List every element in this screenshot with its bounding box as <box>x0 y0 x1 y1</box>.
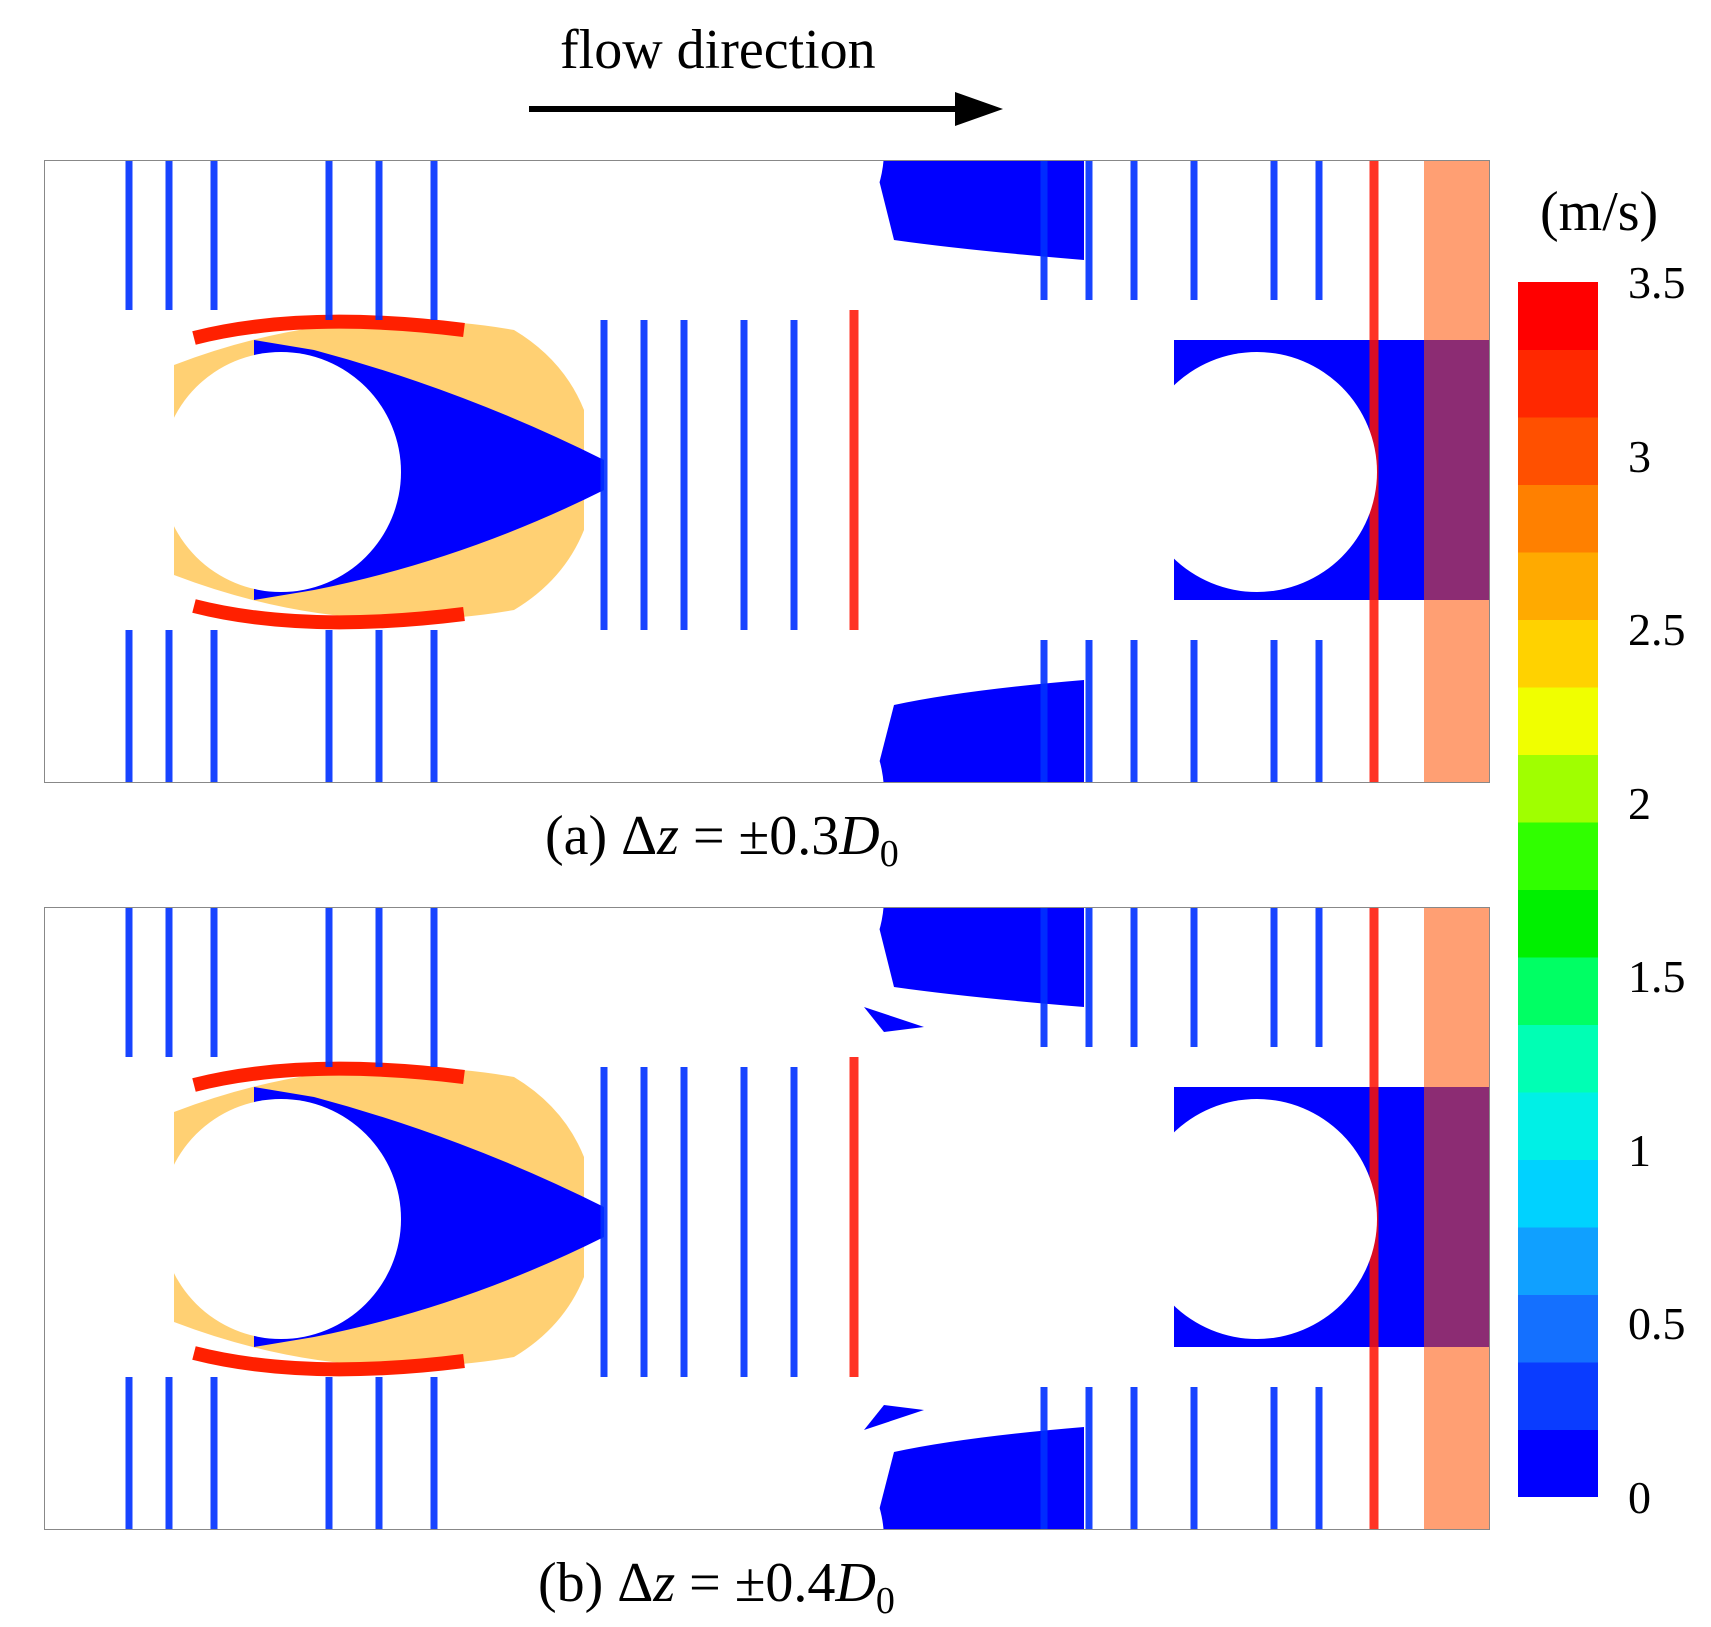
colorbar-tick-label: 2 <box>1628 777 1651 829</box>
colorbar-tick-label: 0.5 <box>1628 1298 1686 1350</box>
colorbar-tick-label: 3.5 <box>1628 257 1686 308</box>
colorbar-band <box>1518 687 1598 755</box>
colorbar-tick-label: 2.5 <box>1628 604 1686 656</box>
contour-panel-a <box>44 160 1490 783</box>
colorbar-band <box>1518 1429 1598 1497</box>
flow-direction-arrow <box>529 92 1003 126</box>
caption-a: (a) Δz = ±0.3D0 <box>545 808 899 873</box>
colorbar-unit: (m/s) <box>1540 181 1659 243</box>
colorbar-band <box>1518 619 1598 688</box>
caption-b-var: z <box>653 1552 676 1614</box>
colorbar-band <box>1518 1362 1598 1430</box>
contour-panel-b <box>44 907 1490 1530</box>
colorbar-tick-label: 3 <box>1628 430 1651 482</box>
caption-a-prefix: (a) Δ <box>545 805 658 867</box>
caption-b-sub: 0 <box>875 1580 895 1623</box>
colorbar-band <box>1518 889 1598 958</box>
colorbar-tick-label: 1 <box>1628 1124 1651 1176</box>
colorbar <box>1518 282 1598 1497</box>
colorbar-tick-label: 1.5 <box>1628 951 1686 1003</box>
colorbar-band <box>1518 282 1598 350</box>
colorbar-band <box>1518 552 1598 620</box>
caption-b-d: D <box>835 1552 876 1614</box>
colorbar-band <box>1518 1294 1598 1363</box>
caption-b-mid: = ±0.4 <box>675 1552 836 1614</box>
flow-direction-label: flow direction <box>560 19 876 81</box>
colorbar-band <box>1518 349 1598 418</box>
caption-b: (b) Δz = ±0.4D0 <box>538 1555 895 1620</box>
colorbar-tick-label: 0 <box>1628 1472 1651 1523</box>
colorbar-band <box>1518 957 1598 1025</box>
colorbar-band <box>1518 1159 1598 1228</box>
colorbar-band <box>1518 1024 1598 1093</box>
colorbar-band <box>1518 417 1598 485</box>
caption-a-var: z <box>657 805 679 867</box>
caption-a-mid: = ±0.3 <box>678 805 840 867</box>
colorbar-band <box>1518 822 1598 890</box>
caption-b-prefix: (b) Δ <box>538 1552 654 1614</box>
caption-a-d: D <box>839 805 880 867</box>
colorbar-band <box>1518 1227 1598 1295</box>
colorbar-band <box>1518 754 1598 823</box>
colorbar-band <box>1518 1092 1598 1160</box>
colorbar-band <box>1518 484 1598 553</box>
caption-a-sub: 0 <box>879 833 899 876</box>
